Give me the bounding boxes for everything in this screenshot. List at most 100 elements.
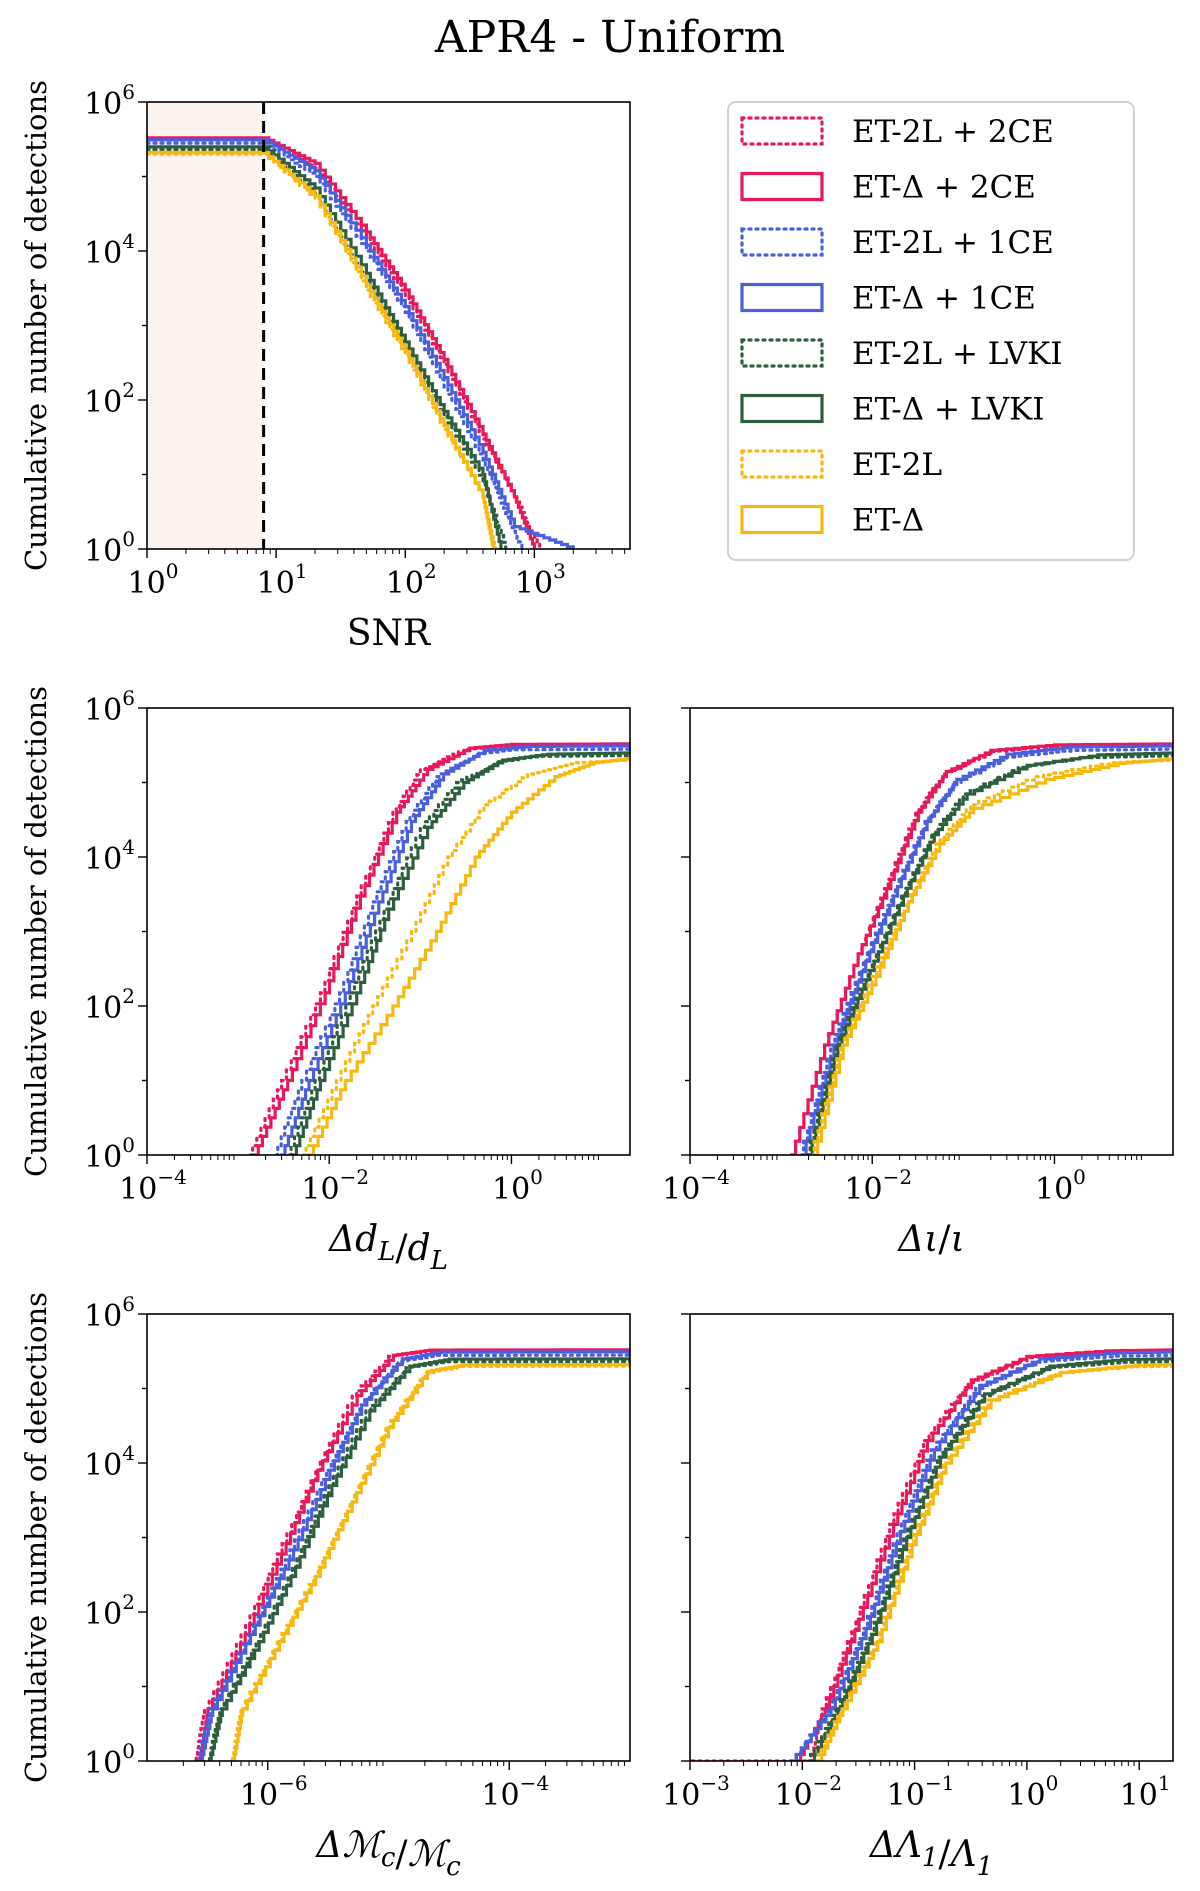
series-line-1: [147, 136, 536, 549]
x-axis-label: ΔdL/dL: [327, 1219, 448, 1276]
legend-label: ET-Δ: [852, 503, 924, 539]
panel-tidal-deformability-error: 10−3 10−2 10−1 100 101 ΔΛ1/Λ1: [662, 1313, 1174, 1882]
legend-label: ET-Δ + LVKI: [852, 392, 1045, 428]
y-tick-label: 100: [84, 1133, 135, 1175]
series-line-1: [197, 1348, 630, 1761]
series-line-6: [813, 1364, 1173, 1761]
series-line-3: [280, 744, 630, 1155]
series-line-0: [690, 1349, 1173, 1761]
panel-chirp-mass-error: 100 102 104 106 10−6 10−4 Δℳc/ℳc Cumulative num…: [19, 1292, 631, 1882]
legend-entry: ET-2L + 1CE: [740, 225, 1054, 261]
legend-swatch: [740, 393, 824, 424]
legend-frame: [727, 101, 1135, 561]
legend-swatch: [740, 116, 824, 146]
series-line-6: [300, 758, 630, 1155]
series-line-1: [789, 742, 1173, 1155]
x-tick-label: 101: [257, 559, 308, 601]
plot-frame: [689, 707, 1174, 1156]
series-line-0: [789, 743, 1173, 1155]
panel-inclination-error: 10−4 10−2 100 Δι/ι: [662, 707, 1174, 1260]
legend-entry: ET-2L + 2CE: [740, 114, 1054, 150]
legend-label: ET-Δ + 1CE: [852, 281, 1036, 317]
x-tick-label: 10−3: [662, 1771, 730, 1813]
legend-entry: ET-Δ + LVKI: [740, 392, 1045, 428]
x-axis-label: ΔΛ1/Λ1: [868, 1825, 993, 1882]
series-line-0: [193, 1349, 630, 1761]
legend-swatch: [740, 504, 824, 535]
x-axis-label: SNR: [347, 613, 431, 654]
y-tick-label: 106: [84, 686, 135, 728]
legend-swatch: [740, 171, 824, 202]
legend-swatch: [740, 338, 824, 368]
series-line-3: [789, 1350, 1173, 1761]
plot-frame: [689, 1313, 1174, 1762]
x-tick-label: 100: [128, 559, 179, 601]
y-tick-label: 102: [84, 378, 135, 420]
x-tick-label: 101: [1120, 1771, 1171, 1813]
legend-swatch: [740, 282, 824, 313]
series-line-2: [798, 747, 1173, 1155]
y-axis-label: Cumulative number of detections: [19, 1292, 53, 1783]
y-tick-label: 102: [84, 1590, 135, 1632]
series-line-5: [147, 145, 503, 549]
series-line-1: [795, 1348, 1173, 1761]
series-line-5: [291, 751, 630, 1155]
series-line-2: [195, 1353, 630, 1761]
y-axis-label: Cumulative number of detections: [19, 686, 53, 1177]
series-line-5: [208, 1357, 630, 1761]
x-tick-label: 10−4: [119, 1165, 187, 1207]
x-tick-label: 10−2: [774, 1771, 842, 1813]
x-tick-label: 10−6: [240, 1771, 308, 1813]
x-tick-label: 100: [1007, 1771, 1058, 1813]
x-tick-label: 100: [492, 1165, 543, 1207]
series-line-7: [147, 150, 495, 549]
x-tick-label: 100: [1035, 1165, 1086, 1207]
y-tick-label: 104: [84, 835, 135, 877]
x-tick-label: 10−1: [887, 1771, 955, 1813]
y-tick-label: 100: [84, 527, 135, 569]
y-tick-label: 104: [84, 1441, 135, 1483]
legend-label: ET-2L + LVKI: [852, 336, 1062, 372]
panel-distance-error: 100 102 104 106 10−4 10−2 100 ΔdL/dL Cumulative …: [19, 686, 631, 1276]
series-line-6: [229, 1364, 630, 1761]
x-tick-label: 10−4: [481, 1771, 549, 1813]
series-line-4: [805, 1360, 1173, 1761]
figure-title: APR4 - Uniform: [434, 12, 785, 63]
y-tick-label: 106: [84, 1292, 135, 1334]
legend-label: ET-2L: [852, 447, 942, 483]
legend-swatch: [740, 449, 824, 479]
y-tick-label: 100: [84, 1739, 135, 1781]
series-line-4: [804, 754, 1173, 1155]
legend-entry: ET-2L + LVKI: [740, 336, 1062, 372]
series-line-2: [272, 747, 630, 1155]
below-threshold-region: [147, 102, 264, 549]
legend-label: ET-2L + 1CE: [852, 225, 1054, 261]
legend: ET-2L + 2CE ET-Δ + 2CE ET-2L + 1CE ET-Δ + 1…: [727, 101, 1135, 561]
x-axis-label: Δι/ι: [896, 1219, 964, 1260]
series-line-3: [800, 744, 1173, 1155]
legend-entry: ET-2L: [740, 447, 942, 483]
series-line-5: [806, 751, 1173, 1155]
legend-entry: ET-Δ + 2CE: [740, 170, 1036, 206]
x-tick-label: 10−2: [301, 1165, 369, 1207]
y-tick-label: 104: [84, 229, 135, 271]
panel-snr: 100 102 104 106 100 101 102 103 SNR Cumulative nu…: [19, 80, 631, 654]
legend-entry: ET-Δ + 1CE: [740, 281, 1036, 317]
series-line-3: [147, 138, 575, 549]
series-line-7: [231, 1362, 630, 1761]
series-line-7: [307, 756, 630, 1155]
legend-label: ET-Δ + 2CE: [852, 170, 1036, 206]
series-line-1: [252, 742, 630, 1155]
series-line-7: [812, 756, 1173, 1155]
legend-entry: ET-Δ: [740, 503, 924, 539]
y-tick-label: 106: [84, 80, 135, 122]
series-line-2: [147, 141, 524, 549]
x-tick-label: 10−2: [844, 1165, 912, 1207]
series-line-5: [809, 1357, 1173, 1761]
x-tick-label: 10−4: [662, 1165, 730, 1207]
series-line-7: [817, 1362, 1173, 1761]
y-axis-label: Cumulative number of detections: [19, 80, 53, 571]
x-tick-label: 103: [515, 559, 566, 601]
legend-label: ET-2L + 2CE: [852, 114, 1054, 150]
